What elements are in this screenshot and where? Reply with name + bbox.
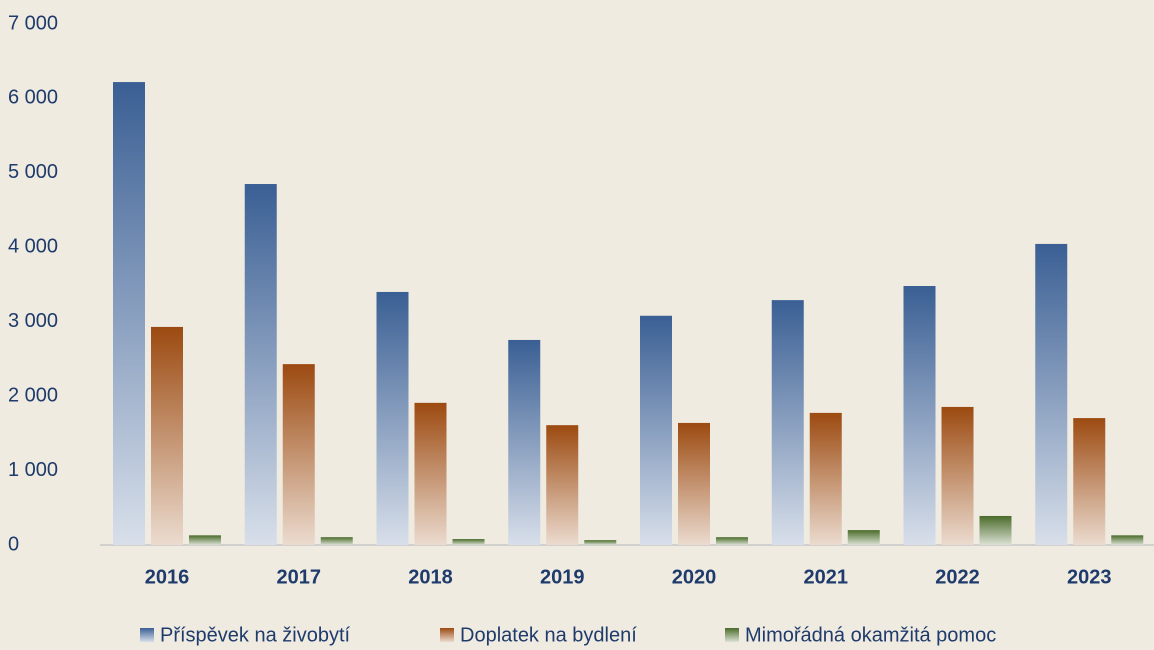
y-tick-label: 3 000 — [8, 310, 58, 332]
x-tick-label: 2022 — [935, 566, 980, 588]
bar — [546, 425, 579, 545]
x-tick-label: 2021 — [804, 566, 849, 588]
x-tick-label: 2023 — [1067, 566, 1112, 588]
bar — [414, 402, 447, 545]
legend-label: Doplatek na bydlení — [460, 624, 637, 646]
x-tick-label: 2016 — [145, 566, 190, 588]
y-tick-label: 1 000 — [8, 459, 58, 481]
bar — [244, 184, 277, 545]
bar — [809, 412, 842, 545]
bar — [771, 300, 804, 545]
legend-marker — [725, 628, 739, 642]
y-tick-label: 0 — [8, 533, 19, 555]
bar — [113, 82, 145, 545]
legend-label: Mimořádná okamžitá pomoc — [745, 624, 996, 646]
x-tick-label: 2018 — [408, 566, 453, 588]
legend-marker — [440, 628, 454, 642]
bar — [508, 339, 541, 545]
bar — [678, 422, 710, 545]
bar — [282, 364, 315, 545]
bar — [376, 291, 409, 545]
x-tick-label: 2020 — [672, 566, 717, 588]
legend-marker — [140, 628, 154, 642]
y-tick-label: 5 000 — [8, 161, 58, 183]
bar — [716, 537, 748, 545]
bar — [320, 537, 353, 545]
bar — [847, 530, 880, 545]
bar — [640, 315, 672, 545]
bar — [979, 515, 1012, 545]
y-tick-label: 2 000 — [8, 384, 58, 406]
y-tick-label: 7 000 — [8, 12, 58, 34]
y-tick-label: 4 000 — [8, 236, 58, 258]
x-tick-label: 2017 — [277, 566, 322, 588]
bar — [189, 535, 221, 545]
bar — [452, 539, 485, 545]
x-tick-label: 2019 — [540, 566, 585, 588]
legend-label: Příspěvek na živobytí — [160, 624, 351, 646]
bar — [151, 326, 183, 545]
bar — [1035, 243, 1068, 545]
bar — [584, 540, 617, 545]
bar — [1111, 535, 1144, 545]
bar — [903, 285, 936, 545]
bar — [1073, 418, 1106, 545]
y-tick-label: 6 000 — [8, 87, 58, 109]
bar — [941, 406, 974, 545]
